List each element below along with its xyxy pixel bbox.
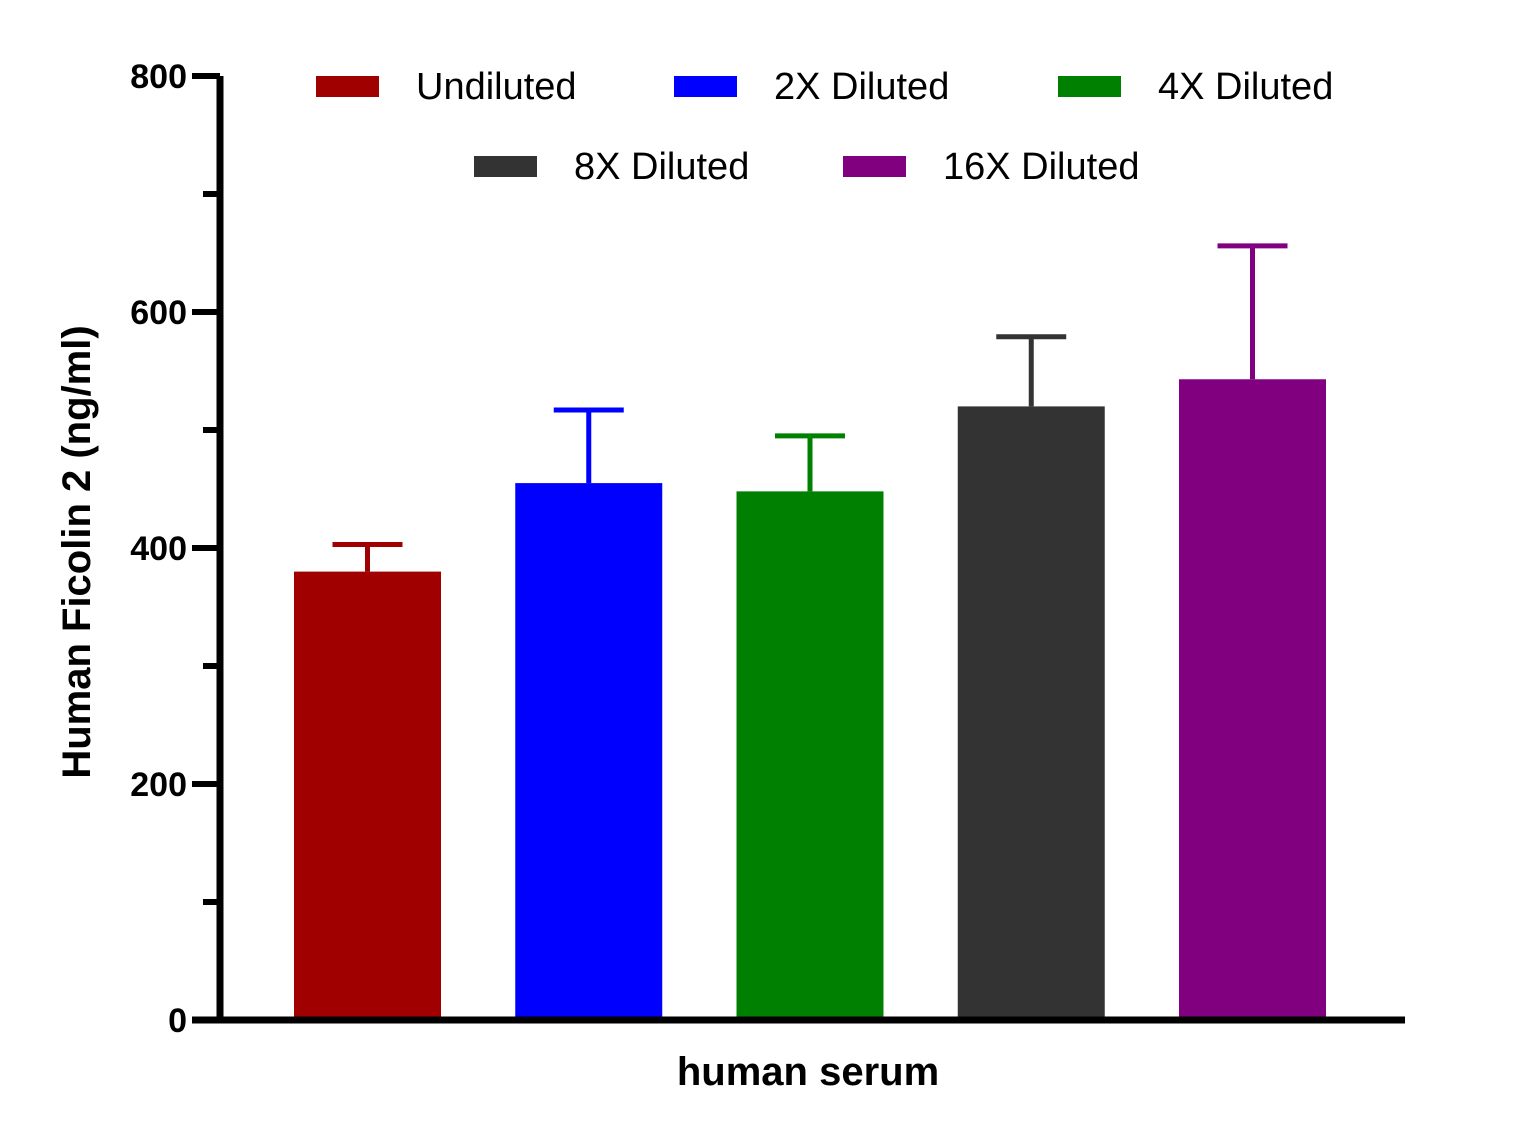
legend-swatch-2: [674, 76, 737, 97]
bar-1: [294, 571, 441, 1020]
error-bars-group: [332, 243, 1288, 572]
legend-label-1: Undiluted: [416, 66, 577, 108]
bar-2: [515, 483, 663, 1021]
legend-swatch-1: [316, 76, 379, 97]
legend-label-4: 8X Diluted: [574, 146, 749, 188]
y-tick-label: 0: [168, 1002, 187, 1040]
y-tick-label: 600: [130, 294, 187, 332]
legend-swatch-3: [1058, 76, 1121, 97]
legend-label-2: 2X Diluted: [774, 66, 949, 108]
y-axis-label: Human Ficolin 2 (ng/ml): [55, 325, 99, 778]
x-axis-label: human serum: [677, 1050, 939, 1094]
legend: Undiluted 2X Diluted 4X Diluted 8X Diluted 1…: [316, 66, 1333, 188]
legend-swatch-5: [843, 156, 906, 177]
y-axis: 0 200 400 600 800: [130, 58, 224, 1040]
y-tick-label: 400: [130, 530, 187, 568]
y-tick-label: 800: [130, 58, 187, 96]
legend-label-3: 4X Diluted: [1158, 66, 1333, 108]
bar-4: [957, 406, 1105, 1020]
bar-3: [736, 491, 884, 1020]
bar-5: [1179, 379, 1326, 1020]
y-tick-label: 200: [130, 766, 187, 804]
legend-swatch-4: [474, 156, 537, 177]
legend-label-5: 16X Diluted: [943, 146, 1139, 188]
bars-group: [294, 379, 1326, 1021]
